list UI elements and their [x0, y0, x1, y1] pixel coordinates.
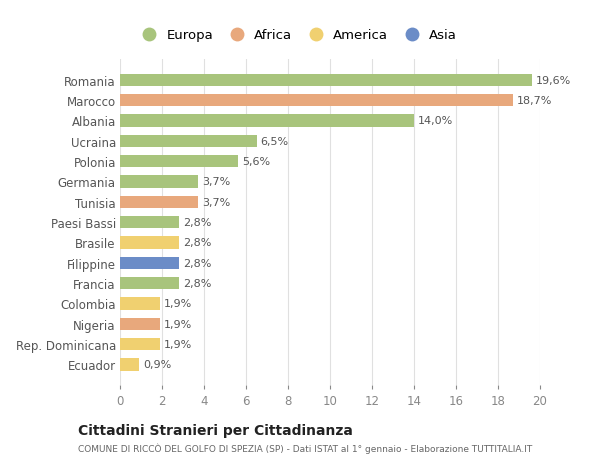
Legend: Europa, Africa, America, Asia: Europa, Africa, America, Asia	[131, 24, 462, 47]
Text: 2,8%: 2,8%	[183, 279, 211, 288]
Text: COMUNE DI RICCÒ DEL GOLFO DI SPEZIA (SP) - Dati ISTAT al 1° gennaio - Elaborazio: COMUNE DI RICCÒ DEL GOLFO DI SPEZIA (SP)…	[78, 442, 532, 453]
Bar	[120, 358, 139, 371]
Bar	[120, 115, 414, 127]
Bar	[120, 176, 198, 188]
Bar	[120, 217, 179, 229]
Text: 0,9%: 0,9%	[143, 360, 172, 369]
Text: 19,6%: 19,6%	[536, 76, 571, 85]
Bar	[120, 298, 160, 310]
Text: 18,7%: 18,7%	[517, 96, 552, 106]
Bar	[120, 135, 257, 147]
Text: 14,0%: 14,0%	[418, 116, 454, 126]
Bar	[120, 277, 179, 290]
Text: 2,8%: 2,8%	[183, 218, 211, 228]
Bar	[120, 196, 198, 208]
Bar	[120, 156, 238, 168]
Text: 1,9%: 1,9%	[164, 339, 193, 349]
Bar	[120, 318, 160, 330]
Bar	[120, 338, 160, 351]
Bar	[120, 74, 532, 87]
Text: 3,7%: 3,7%	[202, 197, 230, 207]
Text: 5,6%: 5,6%	[242, 157, 270, 167]
Text: 2,8%: 2,8%	[183, 238, 211, 248]
Text: 1,9%: 1,9%	[164, 319, 193, 329]
Text: 6,5%: 6,5%	[261, 136, 289, 146]
Text: Cittadini Stranieri per Cittadinanza: Cittadini Stranieri per Cittadinanza	[78, 423, 353, 437]
Bar	[120, 95, 513, 107]
Text: 1,9%: 1,9%	[164, 299, 193, 309]
Bar	[120, 237, 179, 249]
Text: 3,7%: 3,7%	[202, 177, 230, 187]
Bar	[120, 257, 179, 269]
Text: 2,8%: 2,8%	[183, 258, 211, 268]
